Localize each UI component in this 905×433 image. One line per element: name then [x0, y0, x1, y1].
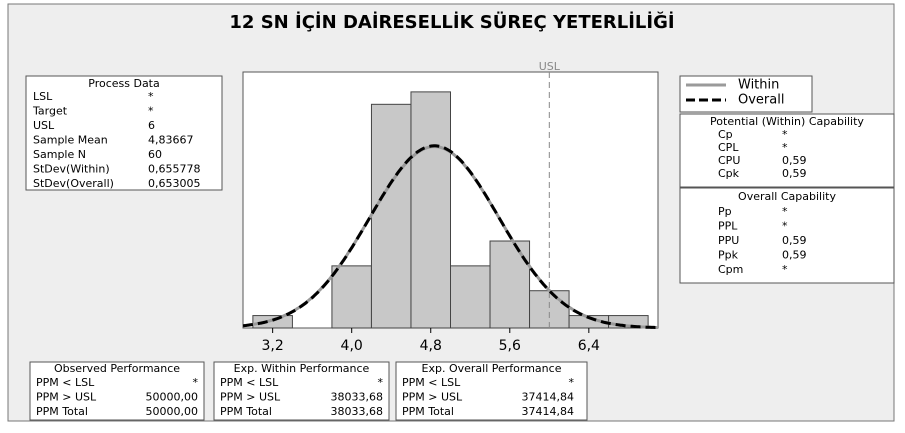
row-label: StDev(Within) — [33, 163, 110, 176]
row-label: Cpm — [718, 263, 743, 276]
box-title: Observed Performance — [54, 362, 180, 375]
row-label: PPM Total — [36, 405, 88, 418]
row-value: * — [148, 90, 154, 103]
row-value: * — [782, 220, 788, 233]
row-value: * — [782, 128, 788, 141]
row-label: StDev(Overall) — [33, 177, 114, 190]
row-value: 0,59 — [782, 234, 807, 247]
row-label: PPM < LSL — [220, 376, 279, 389]
legend-label: Within — [738, 78, 779, 93]
row-label: PPM > USL — [36, 391, 97, 404]
stats-box — [679, 187, 895, 284]
legend-box — [679, 75, 813, 113]
usl-label: USL — [539, 60, 561, 73]
row-value: * — [569, 376, 575, 389]
row-value: 50000,00 — [146, 391, 199, 404]
row-label: Sample Mean — [33, 134, 108, 147]
row-value: 4,83667 — [148, 134, 194, 147]
legend-label: Overall — [738, 93, 784, 108]
chart-title: 12 SN İÇİN DAİRESELLİK SÜREÇ YETERLİLİĞİ — [229, 11, 674, 33]
row-label: PPM < LSL — [402, 376, 461, 389]
row-value: * — [782, 263, 788, 276]
box-title: Process Data — [88, 77, 160, 90]
row-label: USL — [33, 119, 55, 132]
row-label: Cp — [718, 128, 733, 141]
stats-box — [25, 75, 223, 191]
x-tick-label: 6,4 — [578, 338, 600, 354]
row-value: 38033,68 — [331, 405, 384, 418]
row-label: Cpk — [718, 167, 740, 180]
bar — [410, 91, 452, 329]
row-label: PPM Total — [220, 405, 272, 418]
row-value: 0,655778 — [148, 163, 201, 176]
row-value: * — [148, 105, 154, 118]
row-label: CPL — [718, 141, 739, 154]
row-label: Pp — [718, 205, 732, 218]
row-value: 6 — [148, 119, 155, 132]
row-label: PPM > USL — [220, 391, 281, 404]
row-value: 50000,00 — [146, 405, 199, 418]
row-label: PPL — [718, 220, 738, 233]
stats-box — [213, 361, 390, 421]
row-label: Target — [32, 105, 68, 118]
row-value: * — [782, 205, 788, 218]
box-title: Overall Capability — [738, 190, 836, 203]
row-label: LSL — [33, 90, 53, 103]
x-tick-label: 4,0 — [341, 338, 363, 354]
row-value: 37414,84 — [522, 405, 575, 418]
row-value: * — [782, 141, 788, 154]
stats-box — [679, 113, 895, 188]
row-label: CPU — [718, 154, 740, 167]
bar — [252, 315, 293, 329]
row-value: 0,59 — [782, 167, 807, 180]
row-label: PPM < LSL — [36, 376, 95, 389]
bar — [331, 265, 372, 329]
row-value: 0,653005 — [148, 177, 201, 190]
bar — [489, 240, 531, 329]
stats-box — [29, 361, 205, 421]
box-title: Potential (Within) Capability — [710, 115, 864, 128]
bar — [370, 103, 412, 329]
stats-box — [395, 361, 588, 421]
row-value: 37414,84 — [522, 391, 575, 404]
row-label: Ppk — [718, 249, 739, 262]
box-title: Exp. Within Performance — [234, 362, 370, 375]
row-value: 60 — [148, 148, 162, 161]
row-label: PPM Total — [402, 405, 454, 418]
row-value: 0,59 — [782, 249, 807, 262]
row-value: 0,59 — [782, 154, 807, 167]
row-value: * — [193, 376, 199, 389]
row-label: PPM > USL — [402, 391, 463, 404]
curve — [242, 144, 659, 330]
x-tick-label: 5,6 — [499, 338, 521, 354]
row-value: 38033,68 — [331, 391, 384, 404]
box-title: Exp. Overall Performance — [422, 362, 562, 375]
bar — [450, 265, 491, 329]
x-tick-label: 3,2 — [262, 338, 284, 354]
row-label: PPU — [718, 234, 739, 247]
row-value: * — [378, 376, 384, 389]
x-tick-label: 4,8 — [420, 338, 442, 354]
row-label: Sample N — [33, 148, 86, 161]
